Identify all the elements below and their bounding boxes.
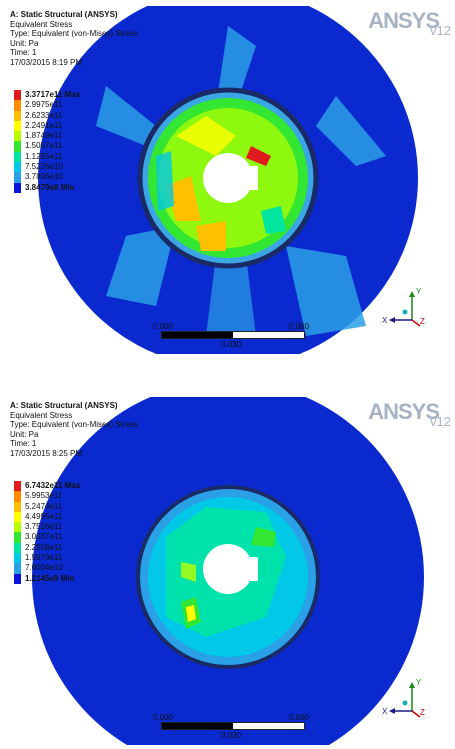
legend-level: 1.5007e11 <box>25 141 63 151</box>
triad-x-label: X <box>382 707 388 716</box>
legend-min: 3.8479e8 Min <box>25 182 75 192</box>
result-header: A: Static Structural (ANSYS) Equivalent … <box>10 10 138 68</box>
ansys-logo-text: ANSYS <box>368 8 440 33</box>
legend-level: 2.2558e11 <box>25 542 63 552</box>
result-time: Time: 1 <box>10 439 37 449</box>
result-header: A: Static Structural (ANSYS) Equivalent … <box>10 401 138 459</box>
triad-z-label: Z <box>420 708 425 717</box>
ansys-version: v12 <box>430 23 451 38</box>
legend-swatch <box>14 141 21 152</box>
axis-triad-icon[interactable]: Y X Z <box>382 282 432 332</box>
result-unit: Unit: Pa <box>10 38 39 48</box>
legend-level: 7.6004e10 <box>25 563 63 573</box>
legend-swatch <box>14 542 21 554</box>
ansys-logo: ANSYS v12 <box>365 6 451 40</box>
legend-level: 2.6233e11 <box>25 110 63 120</box>
legend-swatch <box>14 573 21 584</box>
legend-level: 3.0037e11 <box>25 532 63 542</box>
legend-swatch <box>14 90 21 101</box>
legend-level: 3.7516e11 <box>25 522 63 532</box>
triad-y-label: Y <box>416 678 422 687</box>
legend-level: 2.2491e11 <box>25 120 63 130</box>
legend-level: 1.1265e11 <box>25 151 63 161</box>
triad-y-label: Y <box>416 287 422 296</box>
scale-mid-label: 0.030 <box>221 731 242 740</box>
legend-level: 3.7806e10 <box>25 172 63 182</box>
legend-swatch <box>14 563 21 574</box>
legend-swatch <box>14 511 21 523</box>
legend-swatch <box>14 110 21 121</box>
legend-swatch <box>14 162 21 173</box>
legend-level: 1.5079e11 <box>25 553 63 563</box>
result-name: Equivalent Stress <box>10 19 73 29</box>
legend-max: 6.7432e11 Max <box>25 481 81 490</box>
result-unit: Unit: Pa <box>10 429 39 439</box>
triad-x-label: X <box>382 316 388 325</box>
legend-swatch <box>14 120 21 132</box>
legend-min: 1.2145e9 Min <box>25 573 75 583</box>
result-timestamp: 17/03/2015 8:25 PM <box>10 448 83 458</box>
analysis-title: A: Static Structural (ANSYS) <box>10 10 118 19</box>
stress-contour-plot-2[interactable] <box>6 397 451 745</box>
ansys-logo-text: ANSYS <box>368 399 440 424</box>
legend-swatch <box>14 172 21 183</box>
legend-swatch <box>14 131 21 142</box>
scale-bar-graphic <box>161 722 305 730</box>
stress-contour-plot-1[interactable] <box>6 6 451 354</box>
legend-swatch <box>14 100 21 111</box>
result-type: Type: Equivalent (von-Mises) Stress <box>10 29 139 39</box>
result-viewport-1[interactable]: A: Static Structural (ANSYS) Equivalent … <box>6 6 451 354</box>
legend-swatch <box>14 501 21 512</box>
legend-swatch <box>14 151 21 163</box>
legend-level: 2.9975e11 <box>25 100 63 110</box>
legend-level: 5.2474e11 <box>25 501 63 511</box>
result-name: Equivalent Stress <box>10 410 73 420</box>
legend-level: 1.8749e11 <box>25 131 63 141</box>
scale-left-label: 0.000 <box>153 713 174 722</box>
axis-triad-icon[interactable]: Y X Z <box>382 673 432 723</box>
ansys-logo: ANSYS v12 <box>365 397 451 431</box>
scale-left-label: 0.000 <box>153 322 174 331</box>
legend-swatch <box>14 532 21 543</box>
legend-level: 7.5226e10 <box>25 162 63 172</box>
ansys-version: v12 <box>430 414 451 429</box>
scale-mid-label: 0.030 <box>221 340 242 349</box>
analysis-title: A: Static Structural (ANSYS) <box>10 401 118 410</box>
scale-bar-graphic <box>161 331 305 339</box>
legend-swatch <box>14 553 21 564</box>
legend-swatch <box>14 182 21 193</box>
legend-swatch <box>14 481 21 492</box>
result-time: Time: 1 <box>10 48 37 58</box>
legend-level: 5.9953e11 <box>25 491 63 501</box>
result-timestamp: 17/03/2015 8:19 PM <box>10 57 83 67</box>
result-viewport-2[interactable]: A: Static Structural (ANSYS) Equivalent … <box>6 397 451 745</box>
legend-level: 4.4995e11 <box>25 511 63 521</box>
legend-max: 3.3717e11 Max <box>25 90 81 99</box>
legend-swatch <box>14 491 21 502</box>
legend-swatch <box>14 522 21 533</box>
result-type: Type: Equivalent (von-Mises) Stress <box>10 420 139 430</box>
triad-z-label: Z <box>420 317 425 326</box>
